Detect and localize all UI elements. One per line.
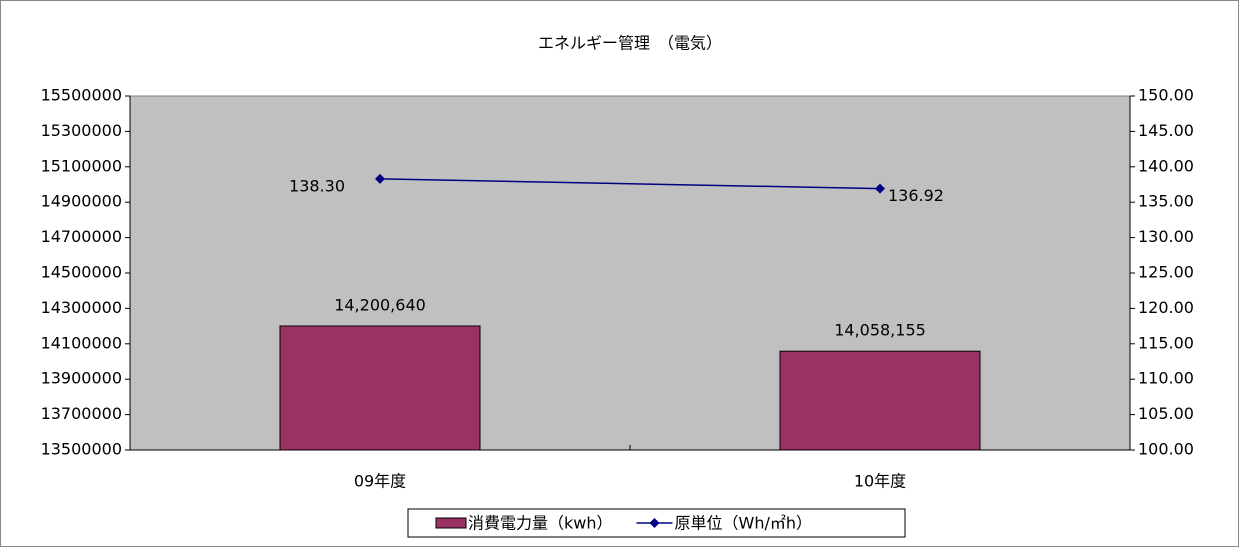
line-value-label: 136.92 (888, 186, 944, 205)
y-tick-label: 14100000 (41, 333, 122, 352)
bar-value-label: 14,200,640 (334, 295, 426, 314)
line-marker (375, 173, 385, 184)
y2-tick-label: 130.00 (1138, 227, 1194, 246)
legend-label: 原単位（Wh/㎡h） (675, 514, 813, 533)
legend-marker (649, 518, 660, 528)
x-tick-label: 09年度 (354, 472, 406, 491)
y2-tick-label: 125.00 (1138, 263, 1194, 282)
legend-swatch (435, 517, 467, 529)
legend-label: 消費電力量（kwh） (468, 514, 613, 533)
y2-tick-label: 120.00 (1138, 298, 1194, 317)
y-tick-label: 14700000 (41, 227, 122, 246)
y2-tick-label: 150.00 (1138, 86, 1194, 105)
y-tick-label: 14300000 (41, 298, 122, 317)
y2-tick-label: 105.00 (1138, 404, 1194, 423)
y-tick-label: 13500000 (41, 440, 122, 459)
y-tick-label: 13700000 (41, 404, 122, 423)
bar-value-label: 14,058,155 (834, 321, 926, 340)
y2-tick-label: 100.00 (1138, 440, 1194, 459)
y2-tick-label: 145.00 (1138, 121, 1194, 140)
y-tick-label: 14900000 (41, 192, 122, 211)
bar (779, 350, 981, 451)
y-tick-label: 15300000 (41, 121, 122, 140)
x-tick-label: 10年度 (854, 472, 906, 491)
y-tick-label: 15100000 (41, 156, 122, 175)
line-value-label: 138.30 (289, 176, 345, 195)
chart-title: エネルギー管理 （電気） (538, 34, 722, 53)
y2-tick-label: 135.00 (1138, 192, 1194, 211)
y2-tick-label: 110.00 (1138, 369, 1194, 388)
line (379, 178, 881, 190)
y2-tick-label: 140.00 (1138, 156, 1194, 175)
y2-tick-label: 115.00 (1138, 333, 1194, 352)
bar (279, 325, 481, 451)
line-marker (875, 183, 885, 194)
y-tick-label: 13900000 (41, 369, 122, 388)
y-tick-label: 15500000 (41, 86, 122, 105)
y-tick-label: 14500000 (41, 263, 122, 282)
